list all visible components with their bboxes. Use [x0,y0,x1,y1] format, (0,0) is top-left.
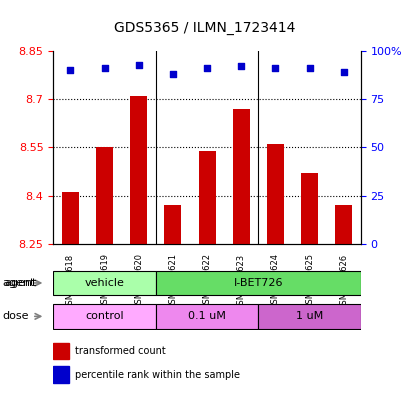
Text: transformed count: transformed count [74,346,165,356]
Text: 0.1 uM: 0.1 uM [188,311,225,321]
FancyBboxPatch shape [53,270,155,296]
Point [237,63,244,70]
Point [272,65,278,72]
Point [203,65,210,72]
FancyBboxPatch shape [155,270,360,296]
Bar [96,147,113,244]
Text: vehicle: vehicle [84,278,124,288]
Text: agent: agent [3,278,35,288]
Point [306,65,312,72]
FancyBboxPatch shape [258,304,360,329]
Point [67,67,74,73]
Text: 1 uM: 1 uM [295,311,322,321]
Text: I-BET726: I-BET726 [233,278,282,288]
Point [169,71,176,77]
Bar [53,366,69,383]
Point [101,65,108,72]
Bar [62,192,79,244]
Bar [164,205,181,244]
FancyBboxPatch shape [53,304,155,329]
Bar [232,109,249,244]
FancyBboxPatch shape [155,304,258,329]
Bar [300,173,317,244]
Text: control: control [85,311,124,321]
Bar [266,144,283,244]
Text: agent: agent [4,278,36,288]
Point [135,61,142,68]
Point [339,69,346,75]
Bar [130,96,147,244]
Text: percentile rank within the sample: percentile rank within the sample [74,370,239,380]
Bar [53,343,69,359]
Bar [198,151,215,244]
Text: GDS5365 / ILMN_1723414: GDS5365 / ILMN_1723414 [114,20,295,35]
Text: dose: dose [3,311,29,321]
Bar [334,205,351,244]
